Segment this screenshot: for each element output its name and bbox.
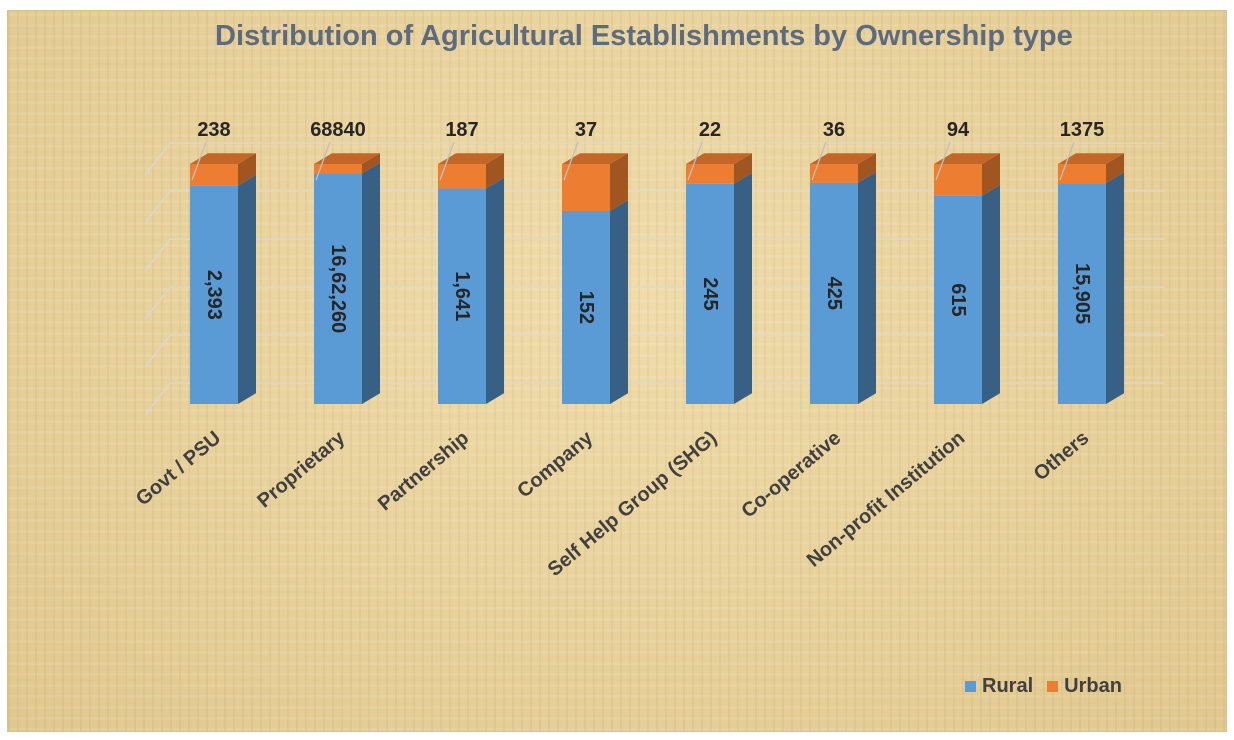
bar-rural bbox=[686, 183, 734, 404]
bar-rural-side bbox=[1106, 172, 1124, 404]
category-label: Co-operative bbox=[737, 427, 845, 522]
gridline-depth bbox=[144, 286, 171, 320]
category-label: Others bbox=[1030, 427, 1094, 485]
gridlines bbox=[144, 142, 1165, 416]
bar-urban-top bbox=[686, 153, 752, 164]
bar-urban bbox=[1058, 164, 1106, 184]
bar-urban-side bbox=[362, 153, 380, 174]
leader-line bbox=[1059, 141, 1075, 181]
legend: Rural Urban bbox=[965, 675, 1122, 698]
legend-item-urban: Urban bbox=[1047, 675, 1122, 698]
gridline-depth bbox=[144, 190, 171, 224]
data-label-urban: 1375 bbox=[1060, 119, 1105, 141]
bar-rural-side bbox=[858, 171, 876, 404]
legend-item-rural: Rural bbox=[965, 675, 1033, 698]
gridline-depth bbox=[144, 334, 171, 368]
data-label-rural: 425 bbox=[823, 277, 845, 310]
leader-line bbox=[687, 141, 703, 181]
bar-urban bbox=[190, 164, 238, 186]
category-label: Proprietary bbox=[253, 426, 350, 512]
data-label-rural: 16,62,260 bbox=[327, 244, 349, 333]
bar-urban-side bbox=[858, 153, 876, 183]
bar-rural bbox=[190, 185, 238, 404]
category-label: Partnership bbox=[374, 427, 473, 515]
bar-urban-side bbox=[1106, 153, 1124, 184]
data-labels: 2,393 238 16,62,260 68840 1,641 187 152 37 245 22… bbox=[191, 119, 1105, 333]
bar-rural bbox=[934, 195, 982, 404]
bar-urban-top bbox=[810, 153, 876, 164]
gridline-depth bbox=[144, 238, 171, 272]
data-label-urban: 22 bbox=[699, 119, 721, 141]
data-label-urban: 37 bbox=[575, 119, 597, 141]
category-labels: Govt / PSU Proprietary Partnership CompanyS… bbox=[132, 426, 1093, 581]
leader-line bbox=[811, 141, 827, 181]
bar-rural bbox=[438, 188, 486, 404]
bar-rural-side bbox=[238, 174, 256, 404]
data-label-rural: 15,905 bbox=[1071, 263, 1093, 324]
bar-rural-side bbox=[982, 185, 1000, 404]
chart-title: Distribution of Agricultural Establishme… bbox=[215, 20, 1073, 52]
gridline-depth bbox=[144, 142, 171, 176]
bars bbox=[190, 153, 1124, 404]
data-label-urban: 94 bbox=[947, 119, 970, 141]
data-label-rural: 2,393 bbox=[203, 270, 225, 320]
leader-line bbox=[563, 141, 579, 181]
bar-urban-top bbox=[934, 153, 1000, 164]
bar-rural-side bbox=[486, 177, 504, 404]
bar-rural bbox=[1058, 183, 1106, 404]
gridline-depth bbox=[144, 382, 171, 416]
bar-urban-top bbox=[562, 153, 628, 164]
legend-label-rural: Rural bbox=[982, 675, 1034, 697]
bar-urban-side bbox=[486, 153, 504, 189]
leader-line bbox=[191, 141, 207, 181]
bar-urban-top bbox=[314, 153, 380, 164]
bar-urban-side bbox=[734, 153, 752, 184]
legend-swatch-rural bbox=[965, 681, 976, 692]
data-label-urban: 238 bbox=[197, 119, 230, 141]
legend-swatch-urban bbox=[1047, 681, 1059, 692]
bar-rural bbox=[562, 210, 610, 404]
bar-urban bbox=[314, 164, 362, 174]
bar-rural-side bbox=[734, 172, 752, 404]
bar-urban bbox=[934, 164, 982, 196]
bar-rural bbox=[314, 173, 362, 404]
data-label-urban: 187 bbox=[445, 119, 478, 141]
data-label-rural: 152 bbox=[575, 291, 597, 324]
data-label-urban: 36 bbox=[823, 119, 845, 141]
bar-urban-top bbox=[438, 153, 504, 164]
category-label: Govt / PSU bbox=[132, 427, 225, 510]
bar-urban bbox=[562, 164, 610, 211]
data-label-urban: 68840 bbox=[310, 119, 366, 141]
bar-urban-side bbox=[982, 153, 1000, 196]
category-label: Company bbox=[513, 426, 598, 502]
leader-line bbox=[935, 141, 951, 181]
bar-urban-top bbox=[1058, 153, 1124, 164]
bar-urban-top bbox=[190, 153, 256, 164]
leader-line bbox=[315, 141, 331, 181]
data-label-rural: 1,641 bbox=[451, 271, 473, 321]
bar-urban bbox=[810, 164, 858, 183]
bar-rural bbox=[810, 182, 858, 404]
bar-urban-side bbox=[238, 153, 256, 186]
data-label-rural: 615 bbox=[947, 283, 969, 316]
bar-urban-side bbox=[610, 153, 628, 211]
bar-urban bbox=[686, 164, 734, 184]
bar-rural-side bbox=[610, 200, 628, 404]
bar-rural-side bbox=[362, 162, 380, 404]
bar-urban bbox=[438, 164, 486, 189]
legend-label-urban: Urban bbox=[1064, 675, 1122, 697]
data-label-rural: 245 bbox=[699, 277, 721, 310]
leader-line bbox=[439, 141, 455, 181]
